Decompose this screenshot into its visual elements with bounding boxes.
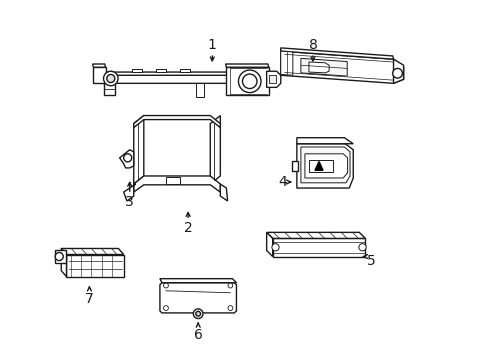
Text: 1: 1: [207, 38, 216, 52]
Polygon shape: [97, 75, 268, 83]
Polygon shape: [266, 232, 365, 238]
Polygon shape: [133, 116, 143, 184]
Polygon shape: [226, 67, 268, 95]
Polygon shape: [300, 58, 346, 76]
Circle shape: [163, 306, 168, 310]
Circle shape: [227, 283, 232, 288]
Polygon shape: [393, 59, 403, 83]
Circle shape: [238, 70, 261, 93]
Polygon shape: [296, 138, 352, 144]
Polygon shape: [225, 64, 268, 67]
Circle shape: [242, 74, 257, 89]
Polygon shape: [61, 248, 123, 255]
Polygon shape: [131, 69, 142, 72]
Polygon shape: [103, 83, 115, 95]
Polygon shape: [92, 64, 105, 67]
Polygon shape: [272, 238, 365, 257]
Polygon shape: [133, 176, 220, 192]
Polygon shape: [66, 255, 123, 277]
Polygon shape: [314, 162, 323, 170]
Polygon shape: [156, 69, 165, 72]
Polygon shape: [291, 161, 297, 171]
Polygon shape: [93, 67, 105, 83]
Polygon shape: [280, 51, 292, 75]
Polygon shape: [120, 150, 133, 168]
Circle shape: [163, 283, 168, 288]
Polygon shape: [160, 279, 236, 283]
Polygon shape: [210, 116, 220, 184]
Polygon shape: [268, 75, 275, 83]
Polygon shape: [280, 51, 403, 83]
Text: 2: 2: [183, 221, 192, 235]
Polygon shape: [165, 177, 180, 184]
Circle shape: [106, 75, 115, 82]
Polygon shape: [305, 154, 347, 178]
Polygon shape: [196, 83, 204, 98]
Text: 8: 8: [308, 38, 317, 52]
Text: 5: 5: [366, 253, 375, 267]
Circle shape: [227, 306, 232, 310]
Polygon shape: [97, 72, 266, 75]
Polygon shape: [123, 184, 136, 201]
Polygon shape: [280, 48, 393, 59]
Circle shape: [358, 244, 366, 251]
Polygon shape: [266, 71, 280, 87]
Circle shape: [123, 154, 131, 162]
Circle shape: [271, 244, 279, 251]
Text: 7: 7: [85, 292, 94, 306]
Circle shape: [55, 252, 63, 261]
Circle shape: [103, 71, 118, 86]
Polygon shape: [160, 283, 236, 313]
Polygon shape: [266, 232, 272, 257]
Text: 3: 3: [125, 195, 134, 209]
Circle shape: [392, 68, 402, 78]
Text: 6: 6: [193, 328, 202, 342]
Polygon shape: [61, 248, 66, 277]
Polygon shape: [296, 144, 352, 188]
Circle shape: [195, 311, 200, 316]
Polygon shape: [300, 147, 349, 183]
Polygon shape: [308, 160, 332, 172]
Circle shape: [193, 309, 203, 319]
Polygon shape: [133, 116, 220, 128]
Polygon shape: [55, 251, 66, 262]
Polygon shape: [180, 69, 190, 72]
Polygon shape: [220, 184, 227, 201]
Polygon shape: [308, 62, 328, 73]
Text: 4: 4: [278, 175, 286, 189]
